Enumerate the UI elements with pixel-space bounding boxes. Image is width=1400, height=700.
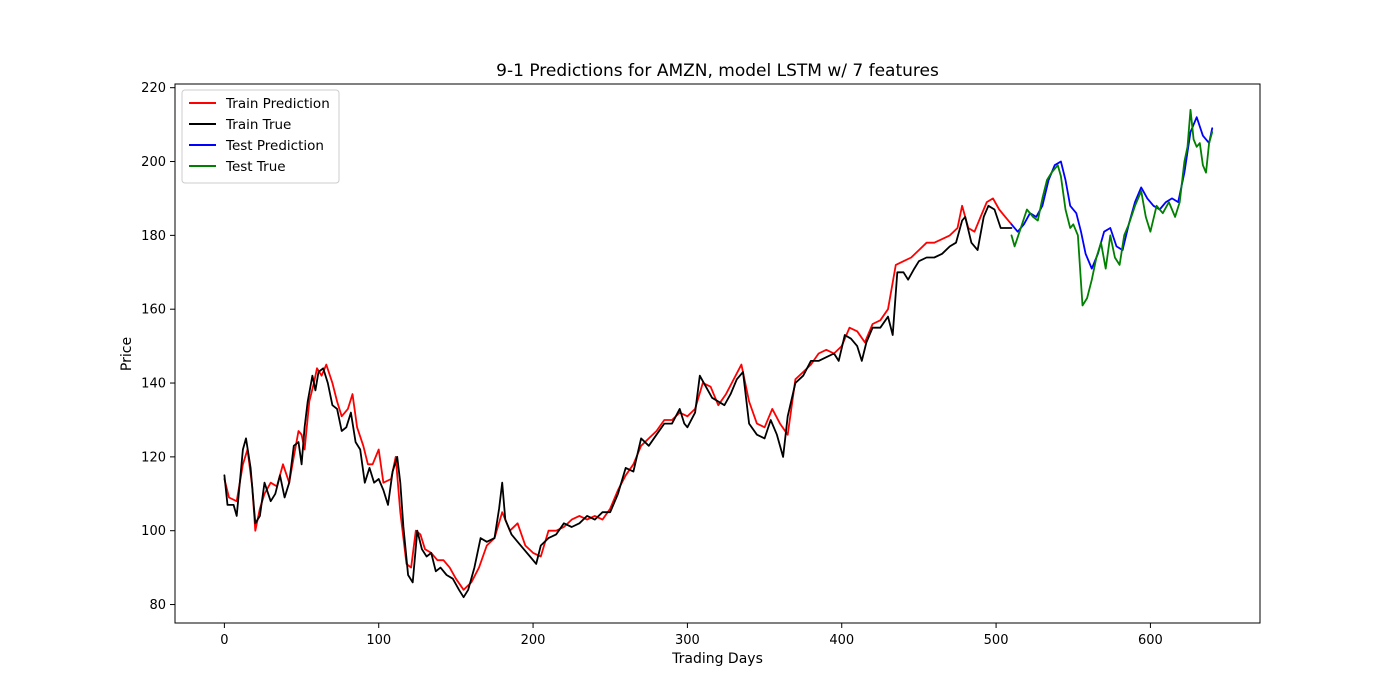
legend: Train Prediction Train True Test Predictio… (181, 89, 340, 184)
series-line-3 (1010, 108, 1214, 307)
y-tick-label: 140 (141, 377, 166, 392)
x-tick-label: 0 (220, 633, 228, 648)
y-tick-label: 80 (149, 598, 166, 613)
y-axis-label: Price (119, 337, 135, 371)
x-tick-label: 300 (675, 633, 700, 648)
y-tick-label: 120 (141, 450, 166, 465)
y-axis: 80 100 120 140 160 180 200 220 (141, 81, 175, 613)
axes-frame (174, 83, 1261, 624)
x-tick-label: 100 (366, 633, 391, 648)
legend-label-2: Test Prediction (225, 138, 324, 154)
y-tick-label: 220 (141, 81, 166, 96)
legend-label-0: Train Prediction (225, 96, 330, 112)
legend-box (181, 89, 340, 184)
y-tick-label: 160 (141, 303, 166, 318)
y-tick-label: 200 (141, 155, 166, 170)
chart-title: 9-1 Predictions for AMZN, model LSTM w/ … (496, 61, 939, 81)
x-tick-label: 600 (1138, 633, 1163, 648)
x-tick-label: 500 (984, 633, 1009, 648)
x-axis-label: Trading Days (671, 651, 763, 667)
legend-label-1: Train True (225, 117, 291, 133)
x-tick-label: 400 (829, 633, 854, 648)
series-line-1 (223, 204, 1013, 599)
y-tick-label: 180 (141, 229, 166, 244)
x-tick-label: 200 (521, 633, 546, 648)
legend-label-3: Test True (225, 159, 286, 175)
x-axis: 0 100 200 300 400 500 600 (220, 623, 1163, 648)
plot-area (223, 108, 1214, 599)
y-tick-label: 100 (141, 524, 166, 539)
series-line-0 (223, 197, 1013, 591)
